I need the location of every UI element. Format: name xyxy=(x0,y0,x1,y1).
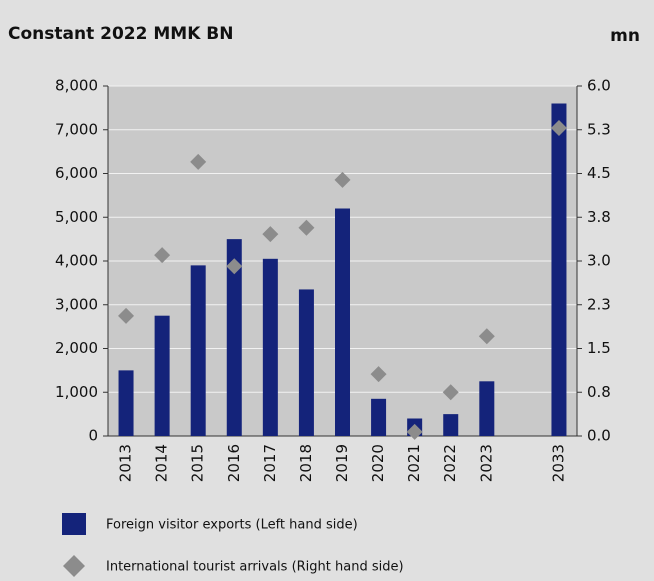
bar xyxy=(118,370,134,436)
marker xyxy=(442,384,459,401)
y-tick-label: 6,000 xyxy=(55,164,98,182)
y2-axis-label: mn xyxy=(610,26,640,46)
y-tick-label: 2,000 xyxy=(55,339,98,357)
marker xyxy=(550,120,567,136)
y2-tick-label: 4.5 xyxy=(587,164,611,182)
y2-tick-label: 3.8 xyxy=(587,208,611,226)
y-tick-label: 0 xyxy=(88,427,98,445)
marker xyxy=(190,153,207,170)
marker xyxy=(118,307,135,324)
x-tick-label: 2023 xyxy=(477,444,495,482)
bar xyxy=(190,265,206,436)
marker xyxy=(370,366,387,383)
bar xyxy=(226,239,242,436)
marker xyxy=(478,328,495,345)
bar xyxy=(371,398,387,436)
y2-tick-label: 3.0 xyxy=(587,252,611,270)
x-tick-label: 2017 xyxy=(261,444,279,482)
marker xyxy=(262,226,279,243)
legend-label: International tourist arrivals (Right ha… xyxy=(106,560,404,575)
marker xyxy=(406,423,423,440)
y2-tick-label: 2.3 xyxy=(587,295,611,313)
chart-title: Constant 2022 MMK BN xyxy=(8,24,233,44)
y-tick-label: 8,000 xyxy=(55,77,98,95)
x-tick-label: 2018 xyxy=(297,444,315,482)
x-tick-label: 2014 xyxy=(153,444,171,482)
y-tick-label: 3,000 xyxy=(55,295,98,313)
x-tick-label: 2019 xyxy=(333,444,351,482)
y-tick-label: 5,000 xyxy=(55,208,98,226)
legend-swatch xyxy=(63,555,85,577)
x-tick-label: 2033 xyxy=(549,444,567,482)
legend-swatch xyxy=(62,513,86,535)
bar xyxy=(262,258,278,436)
x-tick-label: 2016 xyxy=(225,444,243,482)
bar xyxy=(551,103,567,436)
y-tick-label: 7,000 xyxy=(55,120,98,138)
x-tick-label: 2021 xyxy=(405,444,423,482)
bar xyxy=(154,315,170,436)
marker xyxy=(334,171,351,188)
y2-tick-label: 0.8 xyxy=(587,383,611,401)
x-tick-label: 2015 xyxy=(189,444,207,482)
bar xyxy=(479,381,495,436)
marker xyxy=(226,258,243,275)
marker xyxy=(154,247,171,264)
x-tick-label: 2022 xyxy=(441,444,459,482)
x-tick-label: 2020 xyxy=(369,444,387,482)
x-tick-label: 2013 xyxy=(117,444,135,482)
y2-tick-label: 1.5 xyxy=(587,339,611,357)
bar xyxy=(335,208,350,436)
bar xyxy=(298,289,314,436)
y2-tick-label: 0.0 xyxy=(587,427,611,445)
marker xyxy=(298,219,315,236)
bar xyxy=(443,414,459,436)
y-tick-label: 1,000 xyxy=(55,383,98,401)
y-tick-label: 4,000 xyxy=(55,252,98,270)
y2-tick-label: 5.3 xyxy=(587,120,611,138)
legend-label: Foreign visitor exports (Left hand side) xyxy=(106,518,358,533)
y2-tick-label: 6.0 xyxy=(587,77,611,95)
